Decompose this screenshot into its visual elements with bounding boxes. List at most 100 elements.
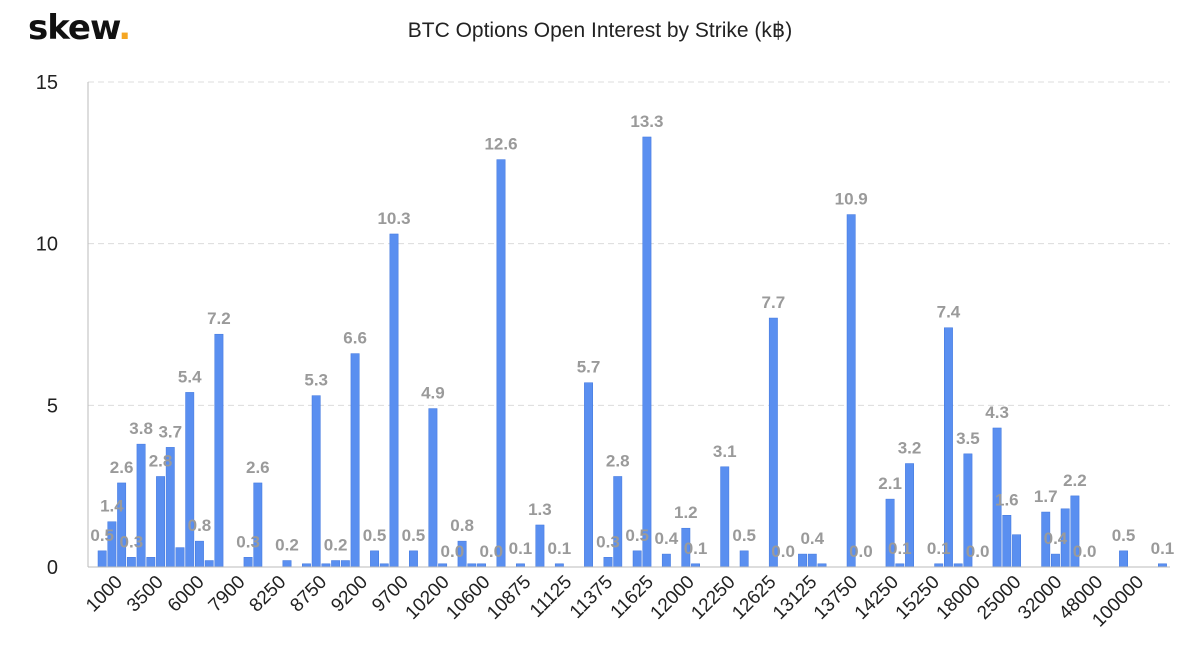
bar (1012, 534, 1021, 568)
bar (156, 476, 165, 568)
bar (370, 550, 379, 568)
data-label: 0.1 (509, 539, 533, 558)
x-tick-label: 1000 (82, 572, 127, 617)
bar (632, 550, 642, 568)
y-axis: 0 5 10 15 (36, 72, 1170, 579)
bar (1051, 553, 1060, 568)
x-tick-label: 25000 (973, 572, 1025, 624)
bar (126, 557, 136, 568)
x-tick-label: 13125 (769, 572, 821, 624)
x-tick-label: 10875 (483, 572, 535, 624)
bar (185, 392, 195, 568)
bars (97, 136, 1167, 568)
bar (204, 560, 214, 568)
data-label: 0.3 (236, 532, 260, 551)
data-label: 3.8 (129, 419, 153, 438)
x-tick-label: 10600 (442, 572, 494, 624)
bar (97, 550, 107, 568)
chart-title: BTC Options Open Interest by Strike (k฿) (407, 19, 793, 42)
bar (1002, 515, 1012, 568)
x-tick-label: 12625 (728, 572, 780, 624)
data-label: 4.3 (985, 403, 1009, 422)
data-label: 0.4 (800, 529, 824, 548)
x-tick-label: 8750 (286, 572, 331, 617)
data-label: 3.7 (158, 422, 182, 441)
data-label: 2.6 (110, 458, 134, 477)
data-label: 0.3 (596, 532, 620, 551)
data-label: 3.2 (898, 439, 922, 458)
data-label: 2.2 (1063, 471, 1087, 490)
x-tick-label: 14250 (851, 572, 903, 624)
bar (739, 550, 749, 568)
data-label: 0.5 (1112, 526, 1136, 545)
data-label: 10.9 (835, 190, 868, 209)
bar (720, 466, 730, 568)
data-label: 0.5 (363, 526, 387, 545)
data-label: 2.1 (878, 474, 902, 493)
data-label: 0.8 (188, 516, 212, 535)
data-label: 12.6 (484, 135, 517, 154)
bar (175, 547, 185, 568)
data-label: 13.3 (630, 112, 663, 131)
data-label: 1.6 (995, 490, 1019, 509)
y-tick-label: 0 (47, 557, 58, 579)
data-labels: 0.5 1.4 2.6 0.3 3.8 2.8 3.7 5.4 0.8 7.2 0.3 2.6 0.2 5… (90, 112, 1174, 561)
x-tick-label: 8250 (246, 572, 291, 617)
data-label: 0.0 (441, 542, 465, 561)
bar (768, 317, 778, 568)
x-tick-label: 15250 (892, 572, 944, 624)
data-label: 2.8 (149, 451, 173, 470)
x-tick-label: 11625 (607, 572, 658, 623)
bar (311, 395, 321, 568)
bar (846, 214, 856, 568)
x-tick-label: 18000 (933, 572, 985, 624)
x-tick-label: 12000 (647, 572, 699, 624)
bar (253, 482, 263, 568)
bar (340, 560, 350, 568)
data-label: 1.4 (100, 497, 124, 516)
bar (807, 553, 817, 568)
data-label: 0.1 (1151, 539, 1175, 558)
bar (350, 353, 360, 568)
x-tick-label: 12250 (687, 572, 739, 624)
bar (243, 557, 253, 568)
data-label: 0.5 (402, 526, 426, 545)
bar (496, 159, 506, 568)
x-tick-label: 6000 (164, 572, 209, 617)
data-label: 0.5 (732, 526, 756, 545)
y-tick-label: 10 (36, 234, 58, 256)
bar (603, 557, 613, 568)
grid-lines (88, 81, 1170, 406)
data-label: 0.2 (324, 536, 348, 555)
x-tick-label: 3500 (123, 572, 168, 617)
bar (661, 553, 671, 568)
data-label: 2.8 (606, 451, 630, 470)
data-label: 3.5 (956, 429, 980, 448)
data-label: 0.0 (966, 542, 990, 561)
data-label: 0.1 (888, 539, 912, 558)
x-tick-label: 10200 (402, 572, 454, 624)
data-label: 6.6 (343, 329, 367, 348)
x-tick-label: 13750 (810, 572, 862, 624)
data-label: 0.5 (90, 526, 114, 545)
bar (1119, 550, 1128, 568)
x-tick-label: 9200 (327, 572, 372, 617)
data-label: 0.4 (655, 529, 679, 548)
bar (195, 540, 204, 568)
bar (282, 560, 292, 568)
data-label: 4.9 (421, 384, 445, 403)
data-label: 0.1 (548, 539, 572, 558)
data-label: 0.1 (927, 539, 951, 558)
data-label: 0.0 (1073, 542, 1097, 561)
data-label: 7.2 (207, 309, 231, 328)
data-label: 0.2 (275, 536, 299, 555)
bar (642, 136, 652, 568)
bar (389, 233, 399, 568)
data-label: 0.0 (771, 542, 795, 561)
bar (613, 476, 623, 568)
data-label: 7.4 (937, 303, 961, 322)
data-label: 5.3 (304, 371, 328, 390)
bar (944, 327, 953, 568)
data-label: 5.4 (178, 367, 202, 386)
